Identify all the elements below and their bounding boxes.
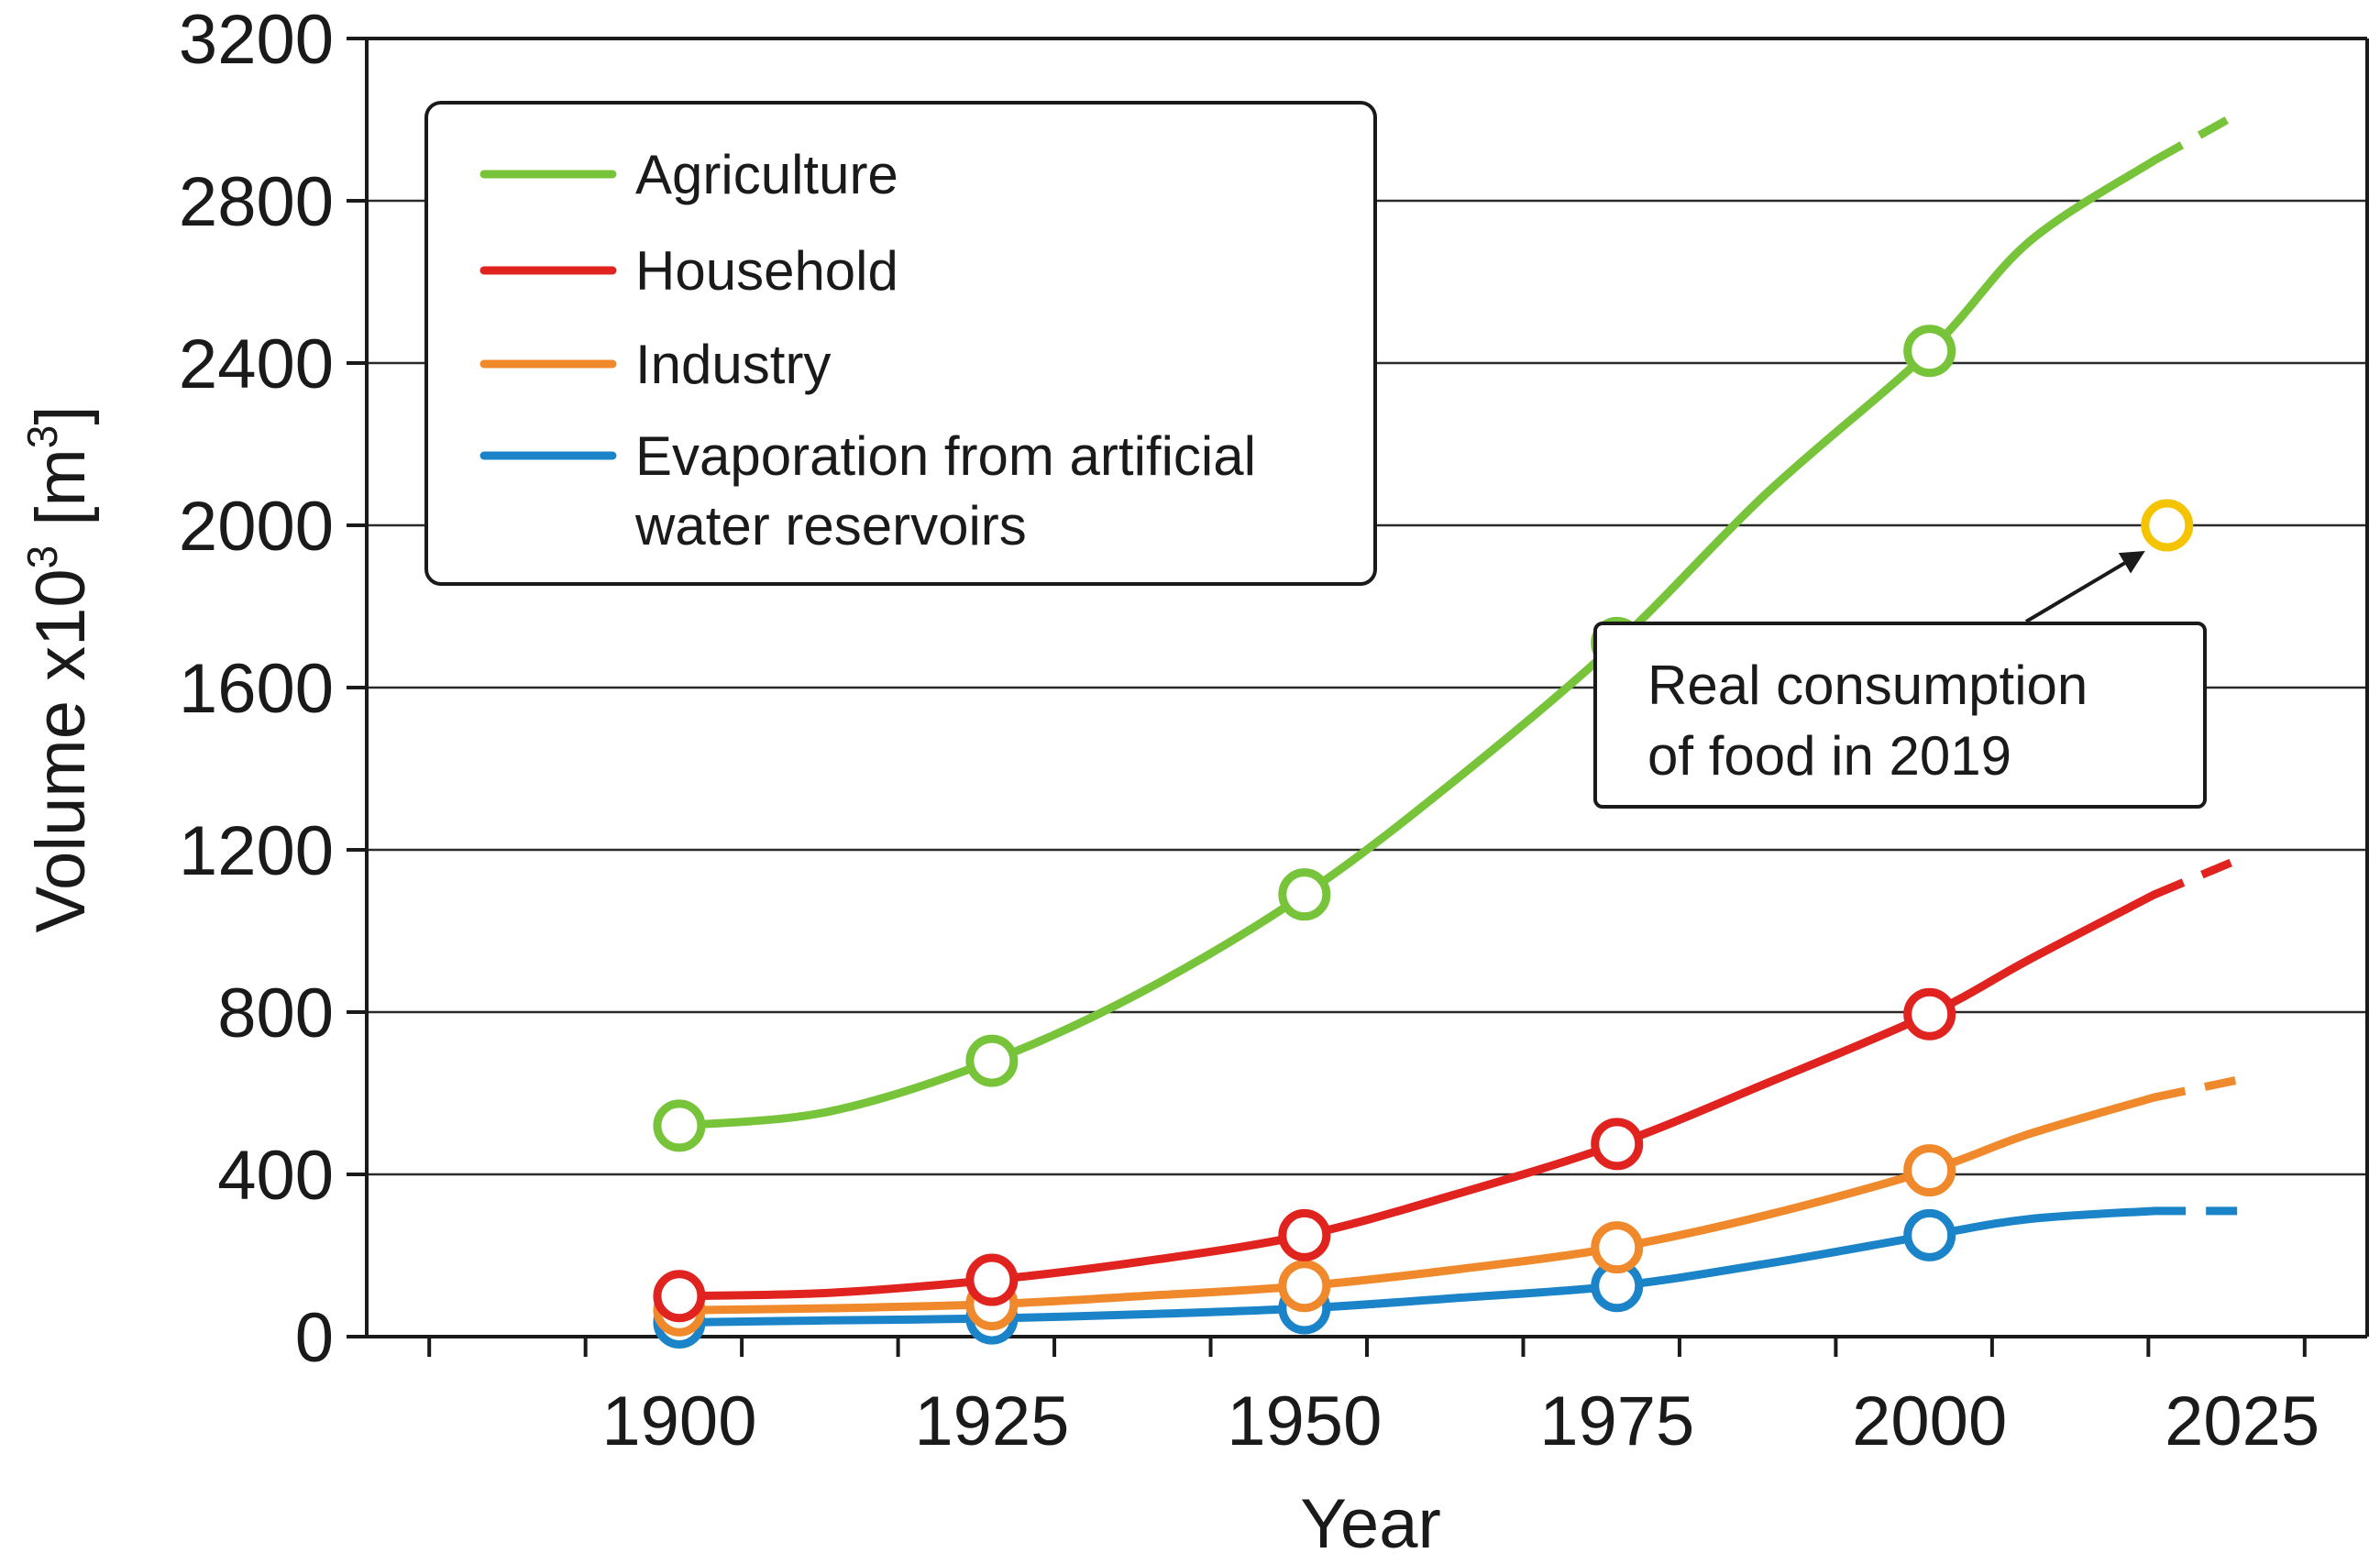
y-axis-title-unit: [m [22, 448, 100, 545]
marker-industry-1950 [1278, 1260, 1331, 1313]
annotation-point [2141, 499, 2194, 552]
marker-household-1950 [1278, 1208, 1331, 1261]
series-projection-agriculture [2152, 107, 2244, 164]
marker-household-1975 [1591, 1118, 1644, 1171]
legend-label-household: Household [635, 240, 898, 302]
y-tick-label-800: 800 [217, 975, 334, 1052]
marker-industry-1975 [1591, 1221, 1644, 1274]
marker-evaporation-2000 [1903, 1208, 1956, 1261]
annotation-line-1: Real consumption [1647, 655, 2088, 716]
x-tick-label-1925: 1925 [914, 1382, 1069, 1460]
marker-household-2000 [1903, 987, 1956, 1041]
y-tick-label-3200: 3200 [179, 1, 334, 79]
marker-agriculture-1950 [1278, 868, 1331, 921]
legend-label-evaporation-line2: water reservoirs [634, 495, 1027, 556]
marker-industry-2000 [1903, 1144, 1956, 1197]
y-tick-label-1600: 1600 [179, 650, 334, 728]
axis-ticks [347, 37, 2307, 1357]
y-axis-title-unit-close: ] [22, 405, 100, 424]
y-tick-label-2000: 2000 [179, 488, 334, 566]
legend-label-industry: Industry [635, 334, 831, 395]
y-axis-title-exp: 3 [18, 545, 66, 569]
legend: Agriculture Household Industry Evaporati… [424, 101, 1377, 586]
y-tick-label-2400: 2400 [179, 325, 334, 403]
y-tick-label-1200: 1200 [179, 812, 334, 890]
x-axis-title: Year [1300, 1485, 1441, 1563]
series-projection-household [2153, 854, 2244, 898]
marker-agriculture-2000 [1903, 325, 1956, 378]
x-tick-label-1900: 1900 [601, 1382, 756, 1460]
x-tick-label-2025: 2025 [2165, 1382, 2319, 1460]
marker-agriculture-1925 [965, 1034, 1019, 1087]
legend-box [424, 101, 1377, 586]
y-axis-title-main: Volume x10 [22, 568, 100, 932]
x-tick-label-1975: 1975 [1539, 1382, 1694, 1460]
tick-labels: 0 400 800 1200 1600 2000 2400 2800 3200 1900 1925 1… [179, 1, 2319, 1460]
annotation-box [1593, 622, 2207, 809]
annotation-line-2: of food in 2019 [1647, 725, 2011, 787]
annotation: Real consumption of food in 2019 [1593, 499, 2207, 809]
legend-label-evaporation: Evaporation from artificial [635, 425, 1256, 487]
marker-household-1900 [653, 1270, 706, 1323]
annotation-arrow [2024, 561, 2126, 623]
x-tick-label-1950: 1950 [1227, 1382, 1382, 1460]
marker-household-1925 [965, 1253, 1019, 1306]
series-projection-industry [2154, 1074, 2243, 1102]
y-tick-label-400: 400 [217, 1137, 334, 1215]
y-axis-title: Volume x103 [m3] [18, 405, 100, 932]
y-axis-title-unit-exp: 3 [18, 425, 66, 449]
y-tick-label-0: 0 [295, 1299, 334, 1377]
legend-label-agriculture: Agriculture [635, 144, 898, 205]
x-tick-label-2000: 2000 [1852, 1382, 2007, 1460]
annotation-arrow-head [2118, 551, 2145, 574]
y-tick-label-2800: 2800 [179, 163, 334, 241]
marker-agriculture-1900 [653, 1099, 706, 1152]
